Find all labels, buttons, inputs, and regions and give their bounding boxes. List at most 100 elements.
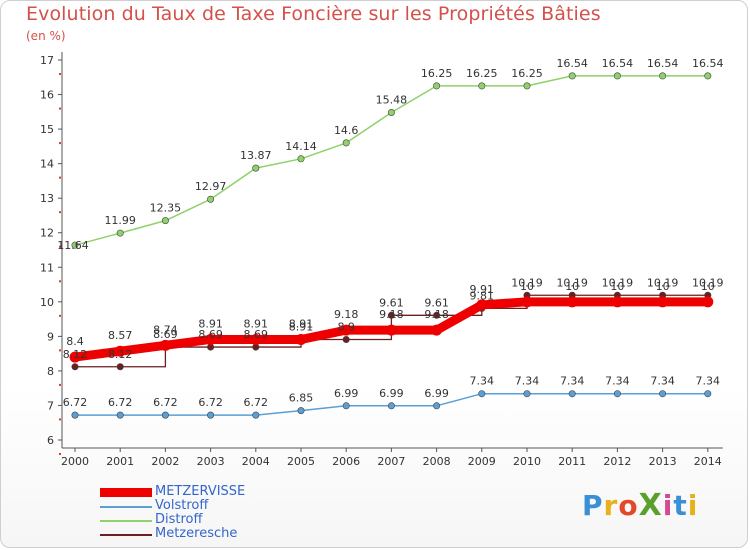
axes: 6 7 8 9 10 11 12 13 14 15 16 17 2000 2001 2002 2003 2004… [40,52,723,468]
point-distroff [568,72,576,80]
point-metzervisse [205,333,217,345]
point-distroff [297,155,305,163]
data-label-distroff: 16.54 [692,57,724,70]
point-volstroff [207,411,215,419]
data-label-metzeresche: 10.19 [602,276,634,289]
data-label-metzeresche: 9.61 [379,296,404,309]
data-label-metzervisse: 8.57 [108,329,133,342]
data-label-distroff: 16.25 [421,67,453,80]
legend-swatch [100,534,152,536]
y-minor-mark [59,349,61,352]
point-metzervisse [295,333,307,345]
data-labels-layer: 6.72 6.72 6.72 6.72 6.72 6.85 6.99 6.99 6.99 7.34… [57,57,723,409]
point-distroff [704,72,712,80]
point-metzervisse [159,339,171,351]
y-tick-label: 6 [47,434,54,447]
data-label-distroff: 12.35 [150,202,182,215]
data-label-metzeresche: 9.61 [424,296,449,309]
point-distroff [161,217,169,225]
data-label-metzervisse: 10 [610,280,624,293]
y-minor-mark [59,314,61,317]
x-tick-label: 2008 [423,455,451,468]
data-label-metzeresche: 8.69 [244,328,269,341]
logo-letter: r [603,489,619,522]
point-metzeresche [71,363,79,371]
y-tick-label: 11 [40,261,54,274]
y-tick-label: 12 [40,227,54,240]
data-label-volstroff: 6.72 [63,396,88,409]
data-label-volstroff: 7.34 [515,375,540,388]
data-label-metzeresche: 8.91 [289,320,314,333]
point-metzervisse [69,351,81,363]
point-volstroff [523,390,531,398]
y-minor-mark [59,142,61,145]
data-label-distroff: 14.14 [285,140,317,153]
point-distroff [252,164,260,172]
chart-title: Evolution du Taux de Taxe Foncière sur l… [26,3,601,25]
x-tick-label: 2009 [468,455,496,468]
data-label-volstroff: 7.34 [605,375,630,388]
x-tick-label: 2013 [649,455,677,468]
point-volstroff [342,402,350,410]
data-label-metzervisse: 8.74 [153,323,178,336]
point-metzervisse [657,296,669,308]
point-distroff [433,82,441,90]
data-label-metzeresche: 10.19 [556,276,588,289]
point-metzervisse [702,296,714,308]
data-label-metzeresche: 10.19 [511,276,543,289]
x-tick-label: 2003 [197,455,225,468]
point-volstroff [387,402,395,410]
point-distroff [71,241,79,249]
data-label-volstroff: 6.99 [334,387,359,400]
point-volstroff [704,390,712,398]
legend-label: Distroff [155,512,203,527]
data-label-metzervisse: 10 [656,280,670,293]
point-distroff [523,82,531,90]
data-label-distroff: 14.6 [334,124,359,137]
x-tick-label: 2014 [694,455,722,468]
point-volstroff [478,390,486,398]
point-metzeresche [433,311,441,319]
data-label-volstroff: 6.72 [244,396,269,409]
y-minor-mark [59,245,61,248]
data-label-distroff: 12.97 [195,180,227,193]
data-label-metzeresche: 9.81 [470,289,495,302]
legend-swatch [100,488,152,497]
data-label-distroff: 16.54 [602,57,634,70]
data-label-metzeresche: 8.69 [153,328,178,341]
data-label-metzervisse: 9.18 [334,308,359,321]
data-label-volstroff: 6.72 [153,396,178,409]
point-distroff [342,139,350,147]
point-distroff [387,109,395,117]
data-label-metzeresche: 8.69 [198,328,223,341]
data-label-distroff: 16.25 [466,67,498,80]
point-distroff [613,72,621,80]
point-volstroff [568,390,576,398]
data-label-volstroff: 7.34 [470,375,495,388]
point-volstroff [297,407,305,415]
legend-label: Metzeresche [155,526,238,541]
legend-label: Volstroff [155,498,209,513]
point-metzervisse [340,324,352,336]
point-volstroff [116,411,124,419]
proxiti-logo: ProXiti [582,488,698,523]
point-volstroff [71,411,79,419]
data-label-distroff: 16.54 [647,57,679,70]
y-minor-mark [59,453,61,455]
point-volstroff [252,411,260,419]
logo-letter: o [618,489,639,522]
point-distroff [478,82,486,90]
series-layer [69,72,714,419]
point-metzervisse [521,296,533,308]
y-tick-label: 14 [40,158,54,171]
data-label-distroff: 11.99 [104,214,136,227]
x-tick-label: 2010 [513,455,541,468]
data-label-volstroff: 6.99 [379,387,404,400]
data-label-metzervisse: 8.91 [198,317,223,330]
y-tick-label: 9 [47,330,54,343]
data-label-metzervisse: 10 [565,280,579,293]
x-tick-label: 2007 [377,455,405,468]
unit-label: (en %) [26,29,66,43]
y-minor-mark [59,280,61,283]
